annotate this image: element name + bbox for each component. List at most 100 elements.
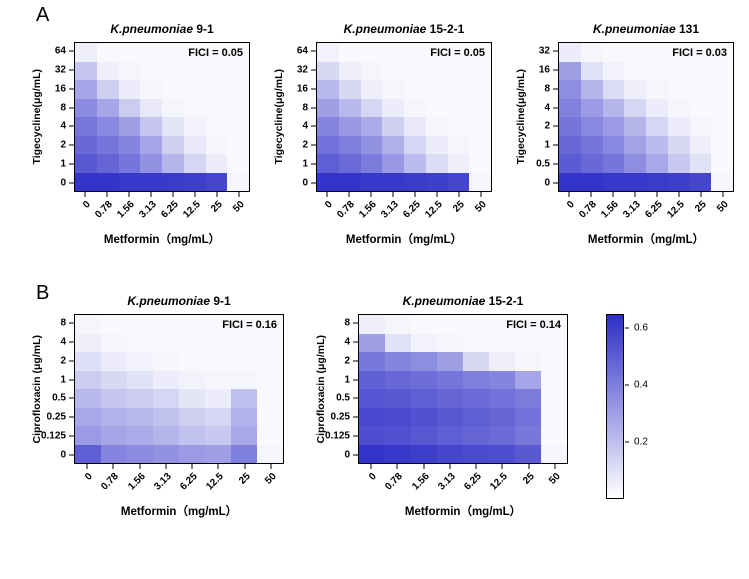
heatmap-cell xyxy=(447,98,470,117)
x-tick-mark xyxy=(238,192,240,197)
heatmap-cell xyxy=(140,172,162,191)
heatmap-cell xyxy=(127,407,153,426)
heatmap-cell xyxy=(360,61,383,80)
heatmap-cell xyxy=(469,172,491,191)
heatmap-cell xyxy=(646,98,668,117)
heatmap-cell xyxy=(179,315,205,334)
x-tick-mark xyxy=(634,192,636,197)
heatmap-cell xyxy=(469,98,491,117)
heatmap-cell xyxy=(183,61,206,80)
heatmap-cell xyxy=(118,117,141,136)
heatmap-cell xyxy=(359,426,385,445)
heatmap-cell xyxy=(96,172,119,191)
y-tick-mark xyxy=(69,416,74,418)
y-tick-mark xyxy=(553,50,558,52)
heatmap-cell xyxy=(602,172,625,191)
heatmap-cell xyxy=(385,315,411,334)
heatmap-cell xyxy=(360,154,383,173)
heatmap-cell xyxy=(75,352,101,371)
heatmap-cell xyxy=(118,61,141,80)
heatmap-cell xyxy=(580,135,603,154)
heatmap-cell xyxy=(447,172,470,191)
y-tick-label: 1 xyxy=(60,158,66,170)
x-axis-ticks: 0 0.78 1.56 3.13 6.25 12.5 25 50 xyxy=(316,192,492,230)
y-tick-label: 1 xyxy=(60,374,66,386)
heatmap-cell xyxy=(382,98,404,117)
colorbar-tick-mark xyxy=(625,384,629,386)
heatmap-cell xyxy=(359,352,385,371)
x-axis-title: Metformin（mg/mL） xyxy=(404,506,522,518)
heatmap-cell xyxy=(602,61,625,80)
x-tick-mark xyxy=(568,192,570,197)
heatmap-cell xyxy=(447,43,470,62)
heatmap-cell xyxy=(162,172,184,191)
heatmap-cell xyxy=(96,80,119,99)
y-axis-title-text: Ciprofloxacin (μg/mL) xyxy=(315,334,327,444)
heatmap-cell xyxy=(489,370,515,389)
heatmap-cell xyxy=(469,43,491,62)
heatmap-cell xyxy=(689,43,712,62)
colorbar-tick-mark xyxy=(625,441,629,443)
heatmap-cell xyxy=(602,154,625,173)
heatmap-cell xyxy=(667,61,690,80)
heatmap-cell xyxy=(711,61,733,80)
heatmap-cell xyxy=(463,315,489,334)
heatmap-cell xyxy=(140,61,162,80)
heatmap-cell xyxy=(75,426,101,445)
y-tick-mark xyxy=(353,416,358,418)
x-tick-mark xyxy=(423,464,425,469)
heatmap-cell xyxy=(382,117,404,136)
heatmap-cell xyxy=(359,407,385,426)
y-tick-label: 8 xyxy=(544,83,550,95)
y-tick-mark xyxy=(311,144,316,146)
y-tick-label: 2 xyxy=(60,139,66,151)
y-tick-label: 32 xyxy=(54,64,66,76)
heatmap-cell xyxy=(75,172,97,191)
y-tick-label: 0 xyxy=(302,177,308,189)
y-tick-mark xyxy=(353,454,358,456)
heatmap-cell xyxy=(425,80,448,99)
heatmap-cell xyxy=(667,98,690,117)
heatmap-cell xyxy=(469,117,491,136)
heatmap-cell xyxy=(515,426,541,445)
heatmap-cell xyxy=(127,333,153,352)
heatmap-cell xyxy=(624,154,646,173)
heatmap-cell xyxy=(227,154,249,173)
y-tick-label: 0.25 xyxy=(330,411,350,423)
heatmap-cell xyxy=(602,135,625,154)
heatmap-cell xyxy=(667,117,690,136)
x-tick-mark xyxy=(172,192,174,197)
heatmap-cell xyxy=(447,80,470,99)
heatmap-cell xyxy=(231,352,257,371)
y-tick-mark xyxy=(69,379,74,381)
y-tick-mark xyxy=(353,397,358,399)
y-tick-mark xyxy=(553,88,558,90)
heatmap-cell xyxy=(411,444,437,463)
heatmap-cell xyxy=(205,389,231,408)
x-tick-mark xyxy=(678,192,680,197)
panel-title: K.pneumoniae 9-1 xyxy=(74,22,250,36)
heatmap-cell xyxy=(515,333,541,352)
heatmap-cell xyxy=(257,352,283,371)
heatmap-cell xyxy=(689,117,712,136)
heatmap-cell xyxy=(101,333,127,352)
heatmap-cell xyxy=(711,98,733,117)
heatmap-cell xyxy=(385,407,411,426)
y-axis-title: Tigecycline(μg/mL) xyxy=(514,42,528,192)
heatmap-cell xyxy=(359,444,385,463)
heatmap-cell xyxy=(515,389,541,408)
heatmap-cell xyxy=(96,43,119,62)
heatmap-cell xyxy=(205,98,228,117)
heatmap-cell xyxy=(385,370,411,389)
y-tick-label: 1 xyxy=(302,158,308,170)
heatmap-cell xyxy=(489,352,515,371)
y-tick-label: 1 xyxy=(344,374,350,386)
heatmap-cell xyxy=(360,117,383,136)
heatmap-cell xyxy=(183,117,206,136)
y-tick-label: 64 xyxy=(296,45,308,57)
heatmap-cell xyxy=(404,98,426,117)
heatmap-cell xyxy=(711,172,733,191)
heatmap-cell xyxy=(463,426,489,445)
y-tick-label: 32 xyxy=(296,64,308,76)
